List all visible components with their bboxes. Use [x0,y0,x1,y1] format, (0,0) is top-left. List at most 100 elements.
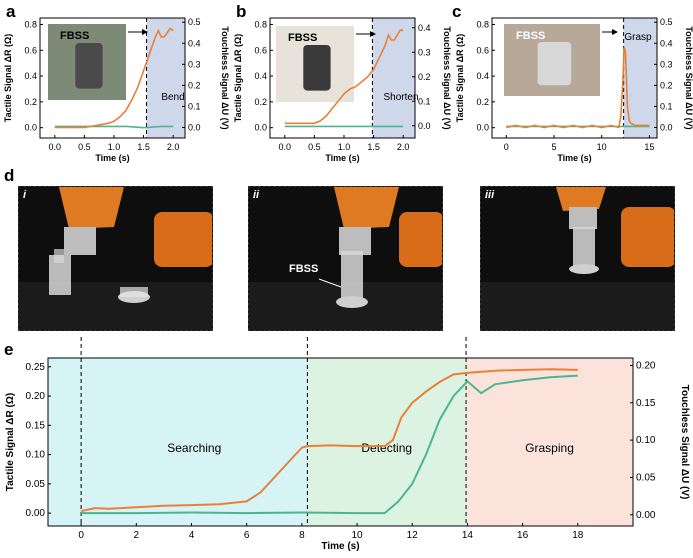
inset-object [303,45,331,91]
x-tick-label: 0.5 [308,142,321,152]
x-tick-label: 1.0 [108,142,121,152]
x-tick-label: 2.0 [397,142,410,152]
arrow-head [370,31,376,37]
x-tick-label: 8 [299,530,305,541]
phase-label: Shorten [383,92,418,103]
y-tick-label-right: 0.05 [636,472,656,483]
x-tick-label: 16 [517,530,529,541]
inset-label: FBSS [516,30,545,42]
inset-label: FBSS [288,32,317,44]
y-tick-label-right: 0.15 [636,398,656,409]
robot-arm-illustration [481,187,674,330]
x-tick-label: 0 [504,142,509,152]
phase-label: Grasping [525,441,574,455]
y-axis-label-right: Touchless Signal ΔU (V) [442,26,452,129]
panel-letter-b: b [236,2,247,21]
touchless-series-line [80,368,578,513]
y-tick-label-left: 0.20 [26,391,46,402]
panel-letter-c: c [452,2,462,21]
chart-grasp: Grasp FBSS 0 5 10 15 Time (s) 0.0 0.2 0.4 0.6 0.8 0.… [455,17,693,163]
y-tick-label-right: 0.4 [660,38,673,48]
x-axis-label: Time (s) [557,153,591,163]
x-axis-label: Time (s) [321,541,359,552]
y-tick-label-left: 0.05 [26,479,46,490]
y-tick-label-left: 0.0 [254,123,267,133]
y-axis-label-right: Touchless Signal ΔU (V) [684,26,693,129]
y-tick-label-left: 0.4 [476,71,489,81]
x-tick-label: 6 [244,530,250,541]
y-tick-label-right: 0.00 [636,510,656,521]
x-tick-label: 2 [134,530,140,541]
x-tick-label: 0 [78,530,84,541]
y-tick-label-left: 0.00 [26,508,46,519]
y-tick-label-right: 0.3 [418,47,431,57]
y-tick-label-right: 0.2 [660,80,673,90]
robot-arm-illustration [249,187,442,330]
x-tick-label: 0.0 [279,142,292,152]
y-tick-label-left: 0.8 [476,19,489,29]
plot-frame [269,17,416,139]
phase-label: Bend [161,92,184,103]
y-tick-label-left: 0.8 [24,19,37,29]
y-tick-label-left: 0.25 [26,362,46,373]
x-tick-label: 12 [407,530,419,541]
y-tick-label-left: 0.4 [254,71,267,81]
y-tick-label-left: 0.2 [476,97,489,107]
x-tick-label: 2.0 [167,142,180,152]
y-tick-label-right: 0.5 [188,17,201,27]
photo-label-i: i [23,189,27,201]
phase-label: Grasp [624,32,652,43]
y-tick-label-left: 0.0 [24,123,37,133]
x-tick-label: 1.5 [137,142,150,152]
y-tick-label-right: 0.5 [660,17,673,27]
y-tick-label-right: 0.1 [188,101,201,111]
tactile-series-line [81,374,578,515]
y-tick-label-right: 0.4 [188,38,201,48]
y-tick-label-left: 0.6 [24,45,37,55]
x-tick-label: 15 [644,142,654,152]
x-axis-label: Time (s) [325,153,359,163]
y-tick-label-right: 0.0 [418,121,431,131]
photo-label-iii: iii [485,189,495,201]
y-tick-label-left: 0.10 [26,450,46,461]
y-axis-label-right: Touchless Signal ΔU (V) [220,26,230,129]
robot-arm-illustration [19,187,212,330]
y-tick-label-right: 0.1 [660,101,673,111]
y-tick-label-right: 0.2 [418,72,431,82]
inset-object [537,42,572,86]
y-tick-label-right: 0.3 [188,59,201,69]
chart-phases: Searching Detecting Grasping 0 2 4 6 8 10 12 14 16 1… [5,336,690,552]
y-tick-label-left: 0.0 [476,123,489,133]
x-tick-label: 0.5 [78,142,91,152]
phase-bg [146,18,185,138]
panel-letter-d: d [4,166,15,185]
x-tick-label: 14 [462,530,474,541]
x-tick-label: 1.0 [338,142,351,152]
arrow-head [142,29,148,35]
photo-searching: i [18,186,213,331]
inset-label: FBSS [60,30,89,42]
y-tick-label-right: 0.4 [418,23,431,33]
photo-detecting: ii FBSS [248,186,443,331]
x-tick-label: 4 [189,530,195,541]
x-tick-label: 10 [597,142,607,152]
y-tick-label-left: 0.2 [24,97,37,107]
y-tick-label-left: 0.6 [476,45,489,55]
x-tick-label: 18 [572,530,584,541]
photo-grasping: iii [480,186,675,331]
inset-object [75,43,103,89]
x-tick-label: 5 [551,142,556,152]
panel-letter-a: a [6,2,16,21]
y-axis-label-left: Tactile Signal ΔR (Ω) [5,393,16,491]
y-tick-label-left: 0.4 [24,71,37,81]
x-tick-label: 10 [351,530,363,541]
y-tick-label-right: 0.2 [188,80,201,90]
y-tick-label-left: 0.15 [26,420,46,431]
y-tick-label-right: 0.0 [660,122,673,132]
y-axis-label-right: Touchless Signal ΔU (V) [679,385,690,500]
phase-label: Detecting [361,441,412,455]
phase-bg [81,358,308,526]
y-tick-label-right: 0.3 [660,59,673,69]
y-tick-label-right: 0.0 [188,122,201,132]
y-tick-label-right: 0.20 [636,360,656,371]
